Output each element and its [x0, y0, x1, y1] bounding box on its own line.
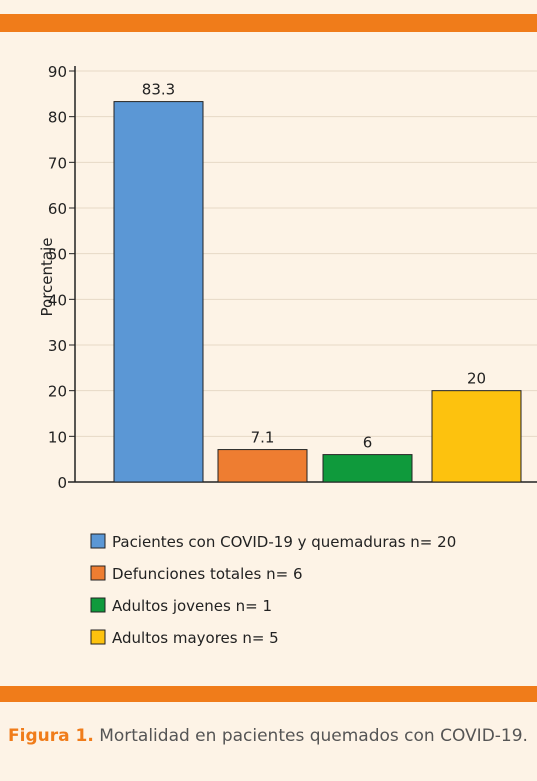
y-tick-label: 0	[57, 474, 67, 492]
y-tick-label: 70	[48, 154, 67, 172]
legend-label: Adultos jovenes n= 1	[112, 597, 272, 615]
y-tick-label: 20	[48, 383, 67, 401]
y-tick-label: 40	[48, 291, 67, 309]
y-tick-label: 10	[48, 428, 67, 446]
bar	[113, 101, 204, 483]
bar	[217, 449, 308, 483]
caption-panel	[0, 702, 537, 781]
data-label: 6	[363, 434, 373, 452]
legend-label: Defunciones totales n= 6	[112, 565, 302, 583]
data-label: 20	[467, 370, 486, 388]
legend-label: Pacientes con COVID-19 y quemaduras n= 2…	[112, 533, 456, 551]
data-label: 83.3	[142, 81, 175, 99]
legend-swatch	[90, 629, 106, 645]
legend-swatch	[90, 533, 106, 549]
y-tick-label: 80	[48, 109, 67, 127]
bar	[431, 390, 522, 483]
legend-label: Adultos mayores n= 5	[112, 629, 279, 647]
y-axis-label: Porcentaje	[38, 238, 56, 317]
legend-swatch	[90, 597, 106, 613]
y-tick-label: 50	[48, 246, 67, 264]
caption: Figura 1. Mortalidad en pacientes quemad…	[8, 724, 537, 749]
y-tick-label: 30	[48, 337, 67, 355]
bottom-band	[0, 686, 537, 702]
legend-swatch	[90, 565, 106, 581]
bar	[322, 454, 413, 483]
data-label: 7.1	[251, 429, 275, 447]
top-band	[0, 14, 537, 32]
caption-text: Mortalidad en pacientes quemados con COV…	[99, 726, 528, 746]
y-tick-label: 60	[48, 200, 67, 218]
y-tick-label: 90	[48, 63, 67, 81]
caption-label: Figura 1.	[8, 726, 94, 746]
